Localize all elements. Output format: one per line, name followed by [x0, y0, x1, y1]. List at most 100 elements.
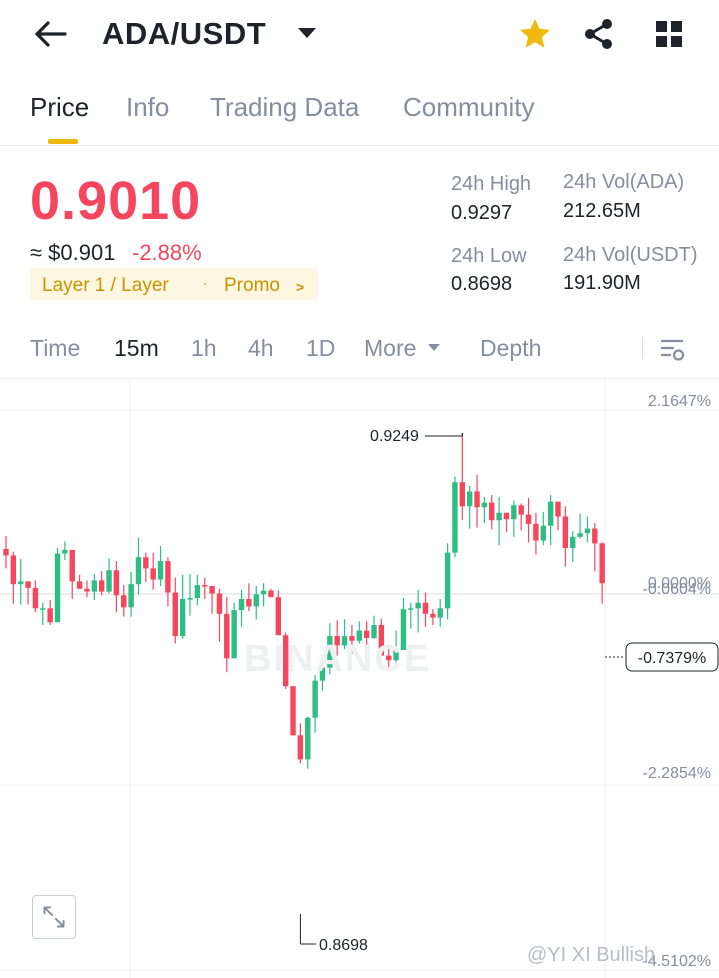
- candle: [165, 560, 171, 593]
- candle: [327, 636, 333, 668]
- candle: [10, 555, 17, 585]
- candle: [179, 599, 186, 637]
- interval-1h[interactable]: 1h: [191, 335, 217, 361]
- active-tab-indicator: [48, 139, 78, 144]
- interval-1d[interactable]: 1D: [306, 335, 336, 361]
- last-price: 0.9010: [30, 171, 202, 231]
- high-value: 0.9297: [451, 202, 513, 224]
- candle: [540, 525, 546, 541]
- interval-depth[interactable]: Depth: [480, 335, 542, 361]
- y-axis-label: -0.0604%: [643, 581, 712, 598]
- vol-base-label: 24h Vol(ADA): [563, 171, 685, 193]
- candle: [253, 594, 259, 607]
- candle: [150, 568, 156, 580]
- candle: [562, 516, 569, 549]
- candle: [525, 514, 532, 524]
- candlestick-chart[interactable]: 2.1647% 0.0000%-0.0604% -2.2854% -4.5102% 0.…: [0, 380, 719, 978]
- candle: [371, 624, 377, 638]
- interval-15m[interactable]: 15m: [114, 335, 159, 361]
- candle: [400, 609, 407, 651]
- star-icon[interactable]: [518, 17, 552, 51]
- candle: [231, 610, 237, 659]
- candle: [54, 553, 61, 623]
- candle: [503, 512, 510, 520]
- candle: [577, 533, 583, 537]
- candle: [157, 560, 164, 580]
- interval-4h[interactable]: 4h: [248, 335, 274, 361]
- candle: [518, 505, 524, 515]
- tab-price[interactable]: Price: [30, 92, 90, 122]
- candle: [3, 548, 9, 556]
- candle: [268, 590, 274, 598]
- share-icon[interactable]: [583, 18, 615, 50]
- y-axis-label: -4.5102%: [643, 953, 712, 970]
- vol-quote-value: 191.90M: [563, 272, 641, 294]
- candle: [121, 595, 127, 608]
- candle: [209, 586, 215, 594]
- back-arrow-icon[interactable]: [34, 20, 68, 48]
- candle: [62, 549, 68, 554]
- candle: [444, 552, 451, 609]
- candle: [356, 630, 362, 641]
- candle: [341, 636, 348, 646]
- chevron-right-icon: >: [296, 279, 305, 295]
- interval-more[interactable]: More: [364, 335, 417, 361]
- expand-chart-icon[interactable]: [32, 895, 76, 939]
- candle: [555, 501, 561, 517]
- candle: [25, 581, 31, 588]
- tab-community[interactable]: Community: [403, 92, 535, 122]
- pair-title[interactable]: ADA/USDT: [102, 16, 267, 51]
- candle: [430, 613, 436, 618]
- binance-watermark: BINANCE: [244, 638, 432, 680]
- candle: [496, 512, 502, 521]
- tag-label[interactable]: Layer 1 / Layer: [42, 275, 169, 296]
- candle: [128, 584, 134, 608]
- badge-divider: [204, 283, 206, 285]
- tab-trading-data[interactable]: Trading Data: [210, 92, 360, 122]
- candle: [349, 636, 355, 641]
- candle: [282, 635, 289, 687]
- more-caret-icon[interactable]: [428, 344, 440, 351]
- vol-base-value: 212.65M: [563, 200, 641, 222]
- vol-quote-label: 24h Vol(USDT): [563, 244, 698, 266]
- grid-menu-icon[interactable]: [655, 20, 683, 48]
- candle: [474, 491, 480, 508]
- candle: [408, 608, 414, 610]
- candle: [106, 570, 112, 592]
- candle: [312, 680, 318, 718]
- candle: [489, 502, 495, 521]
- candle: [260, 590, 267, 595]
- candle: [290, 686, 296, 736]
- tag-badge[interactable]: [30, 268, 318, 300]
- candle: [466, 491, 473, 507]
- change-percent: -2.88%: [132, 240, 202, 265]
- candle: [599, 543, 605, 584]
- candle: [143, 557, 149, 569]
- candle: [246, 599, 252, 607]
- candle: [592, 528, 598, 544]
- candle: [32, 587, 39, 609]
- y-axis-label: 2.1647%: [648, 393, 711, 410]
- candle: [187, 598, 193, 600]
- candle: [533, 523, 539, 541]
- low-label: 24h Low: [451, 245, 527, 267]
- divider: [642, 337, 643, 359]
- divider: [0, 145, 719, 146]
- candle: [238, 599, 245, 611]
- promo-link[interactable]: Promo: [224, 275, 280, 296]
- tab-info[interactable]: Info: [126, 92, 170, 122]
- chart-settings-icon[interactable]: [660, 337, 686, 363]
- candle: [297, 735, 304, 760]
- interval-time[interactable]: Time: [30, 335, 81, 361]
- dropdown-caret-icon[interactable]: [298, 28, 316, 38]
- y-axis-label: -2.2854%: [643, 765, 712, 782]
- candle: [216, 593, 223, 614]
- candle: [319, 667, 326, 681]
- candle: [40, 608, 46, 610]
- candle: [334, 636, 340, 646]
- current-price-label: -0.7379%: [638, 650, 707, 667]
- candle: [481, 502, 488, 508]
- watermark-text: @YI XI Bullish: [527, 944, 656, 966]
- candle: [172, 592, 178, 637]
- candle: [76, 581, 83, 589]
